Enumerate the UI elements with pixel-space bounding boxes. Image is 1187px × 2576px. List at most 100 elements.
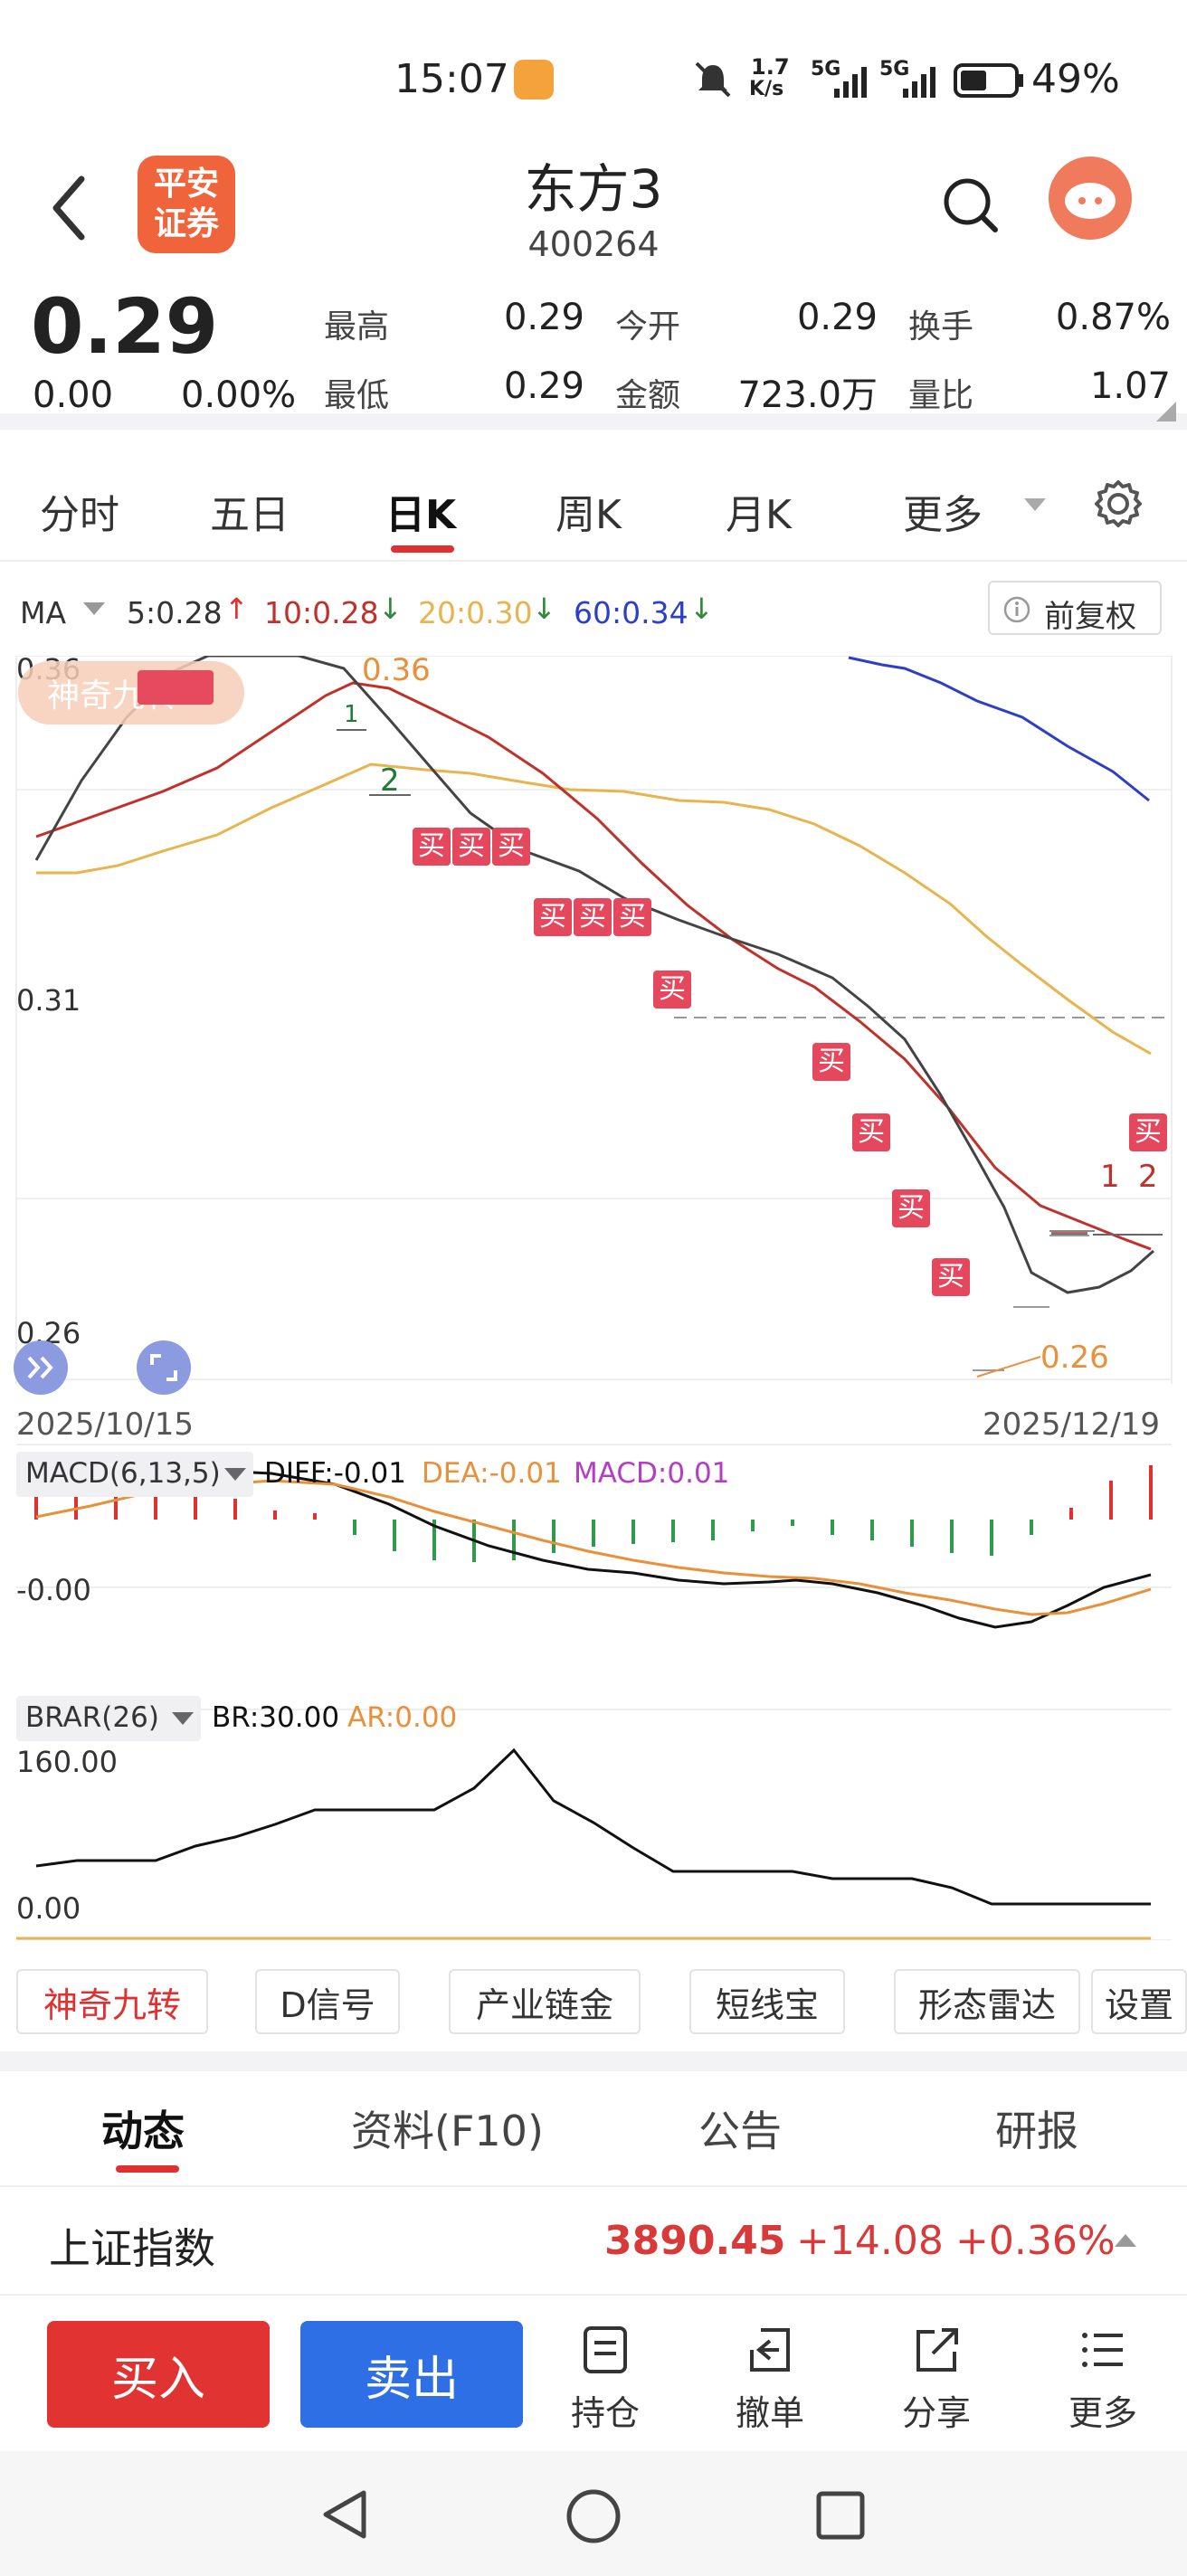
buy-signal-marker[interactable]: 买 — [932, 1258, 970, 1296]
turnover-label: 换手 — [908, 308, 974, 346]
signal-5g-label-1: 5G — [811, 58, 841, 80]
macd-diff-value: DIFF:-0.01 — [264, 1457, 406, 1490]
info-tabs: 动态 资料(F10) 公告 研报 — [0, 2071, 1187, 2187]
tab-monthly-k[interactable]: 月K — [726, 492, 792, 538]
tab-news[interactable]: 动态 — [101, 2107, 185, 2155]
brar-dropdown-icon — [172, 1712, 194, 1725]
tab-more[interactable]: 更多 — [903, 492, 983, 538]
index-value: 3890.45 — [604, 2218, 786, 2264]
buy-signal-marker[interactable]: 买 — [812, 1043, 850, 1081]
tool-pattern-radar-button[interactable]: 形态雷达 — [894, 1969, 1080, 2034]
ma20-value: 20:0.30 — [418, 595, 533, 630]
buy-signal-marker[interactable]: 买 — [413, 828, 451, 866]
open-label: 今开 — [615, 308, 681, 346]
macd-dea-value: DEA:-0.01 — [422, 1457, 562, 1490]
low-pointer-line — [976, 1356, 1041, 1378]
positions-icon — [584, 2326, 627, 2373]
ma5-value: 5:0.28 — [127, 595, 223, 630]
more-caret-icon[interactable] — [1022, 497, 1048, 515]
positions-button[interactable]: 持仓 — [556, 2323, 655, 2435]
back-arrow-icon[interactable] — [47, 172, 92, 244]
ma-legend: MA 5:0.28 ↑ 10:0.28 ↓ 20:0.30 ↓ 60:0.34 … — [0, 579, 1187, 642]
nav-recents-icon[interactable] — [814, 2489, 867, 2542]
kline-chart-area[interactable]: 0.36 0.31 0.26 0.36 0.26 神奇九转 › 1 2 1 2 … — [0, 652, 1187, 1940]
top-partial-buy-marker — [138, 670, 214, 705]
share-button[interactable]: 分享 — [887, 2323, 986, 2435]
sell-button[interactable]: 卖出 — [300, 2321, 523, 2428]
cancel-order-label: 撤单 — [735, 2393, 804, 2433]
tab-weekly-k[interactable]: 周K — [556, 492, 622, 538]
turnover-value: 0.87% — [1055, 297, 1171, 338]
open-value: 0.29 — [796, 297, 878, 338]
tool-short-term-button[interactable]: 短线宝 — [689, 1969, 845, 2034]
settings-gear-icon[interactable] — [1093, 478, 1144, 529]
signal-icon-1 — [834, 67, 867, 98]
macd-selector[interactable]: MACD(6,13,5) — [16, 1452, 253, 1497]
buy-button[interactable]: 买入 — [47, 2321, 270, 2428]
macd-diff-line — [35, 1468, 1152, 1629]
ma-dropdown-icon[interactable] — [83, 601, 105, 617]
last-price: 0.29 — [31, 282, 219, 371]
tab-announcements[interactable]: 公告 — [698, 2107, 782, 2155]
tool-settings-button[interactable]: 设置 — [1091, 1969, 1187, 2034]
tab-f10[interactable]: 资料(F10) — [351, 2107, 544, 2155]
ma60-value: 60:0.34 — [574, 595, 688, 630]
index-ticker-row[interactable]: 上证指数 3890.45 +14.08 +0.36% — [0, 2189, 1187, 2296]
high-label: 最高 — [324, 308, 390, 346]
buy-signal-marker[interactable]: 买 — [452, 828, 490, 866]
search-icon[interactable] — [941, 175, 1001, 235]
status-time: 15:07 — [394, 56, 509, 102]
nav-back-icon[interactable] — [318, 2487, 369, 2542]
stock-code: 400264 — [527, 224, 660, 264]
tab-research[interactable]: 研报 — [995, 2107, 1078, 2155]
buy-signal-marker[interactable]: 买 — [492, 828, 530, 866]
stock-name: 东方3 — [524, 158, 663, 220]
ma60-down-arrow-icon: ↓ — [689, 592, 714, 626]
buy-signal-marker[interactable]: 买 — [1129, 1113, 1167, 1151]
ma5-up-arrow-icon: ↑ — [224, 592, 249, 626]
tool-d-signal-button[interactable]: D信号 — [255, 1969, 400, 2034]
active-subtab-indicator — [116, 2165, 179, 2173]
tab-intraday[interactable]: 分时 — [40, 492, 119, 538]
share-label: 分享 — [901, 2393, 971, 2433]
high-price-annotation: 0.36 — [362, 652, 431, 688]
tab-daily-k[interactable]: 日K — [385, 492, 457, 538]
assistant-avatar-icon[interactable] — [1048, 156, 1133, 241]
net-speed-unit: K/s — [749, 78, 784, 100]
tab-five-day[interactable]: 五日 — [210, 492, 290, 538]
high-value: 0.29 — [503, 297, 584, 338]
br-value: BR:30.00 — [212, 1701, 340, 1734]
cancel-order-button[interactable]: 撤单 — [720, 2323, 820, 2435]
tail-count-1: 1 — [1100, 1159, 1120, 1195]
nine-count-1: 1 — [344, 701, 359, 728]
buy-signal-marker[interactable]: 买 — [613, 898, 651, 936]
indicator-tools: 神奇九转 D信号 产业链金 短线宝 形态雷达 设置 — [0, 1958, 1187, 2058]
fullscreen-icon[interactable] — [136, 1340, 192, 1396]
buy-signal-marker[interactable]: 买 — [653, 971, 691, 1009]
brar-top-label: 160.00 — [16, 1745, 118, 1779]
ma20-line — [36, 762, 1152, 1056]
tool-magic-nine-button[interactable]: 神奇九转 — [16, 1969, 208, 2034]
ma-label[interactable]: MA — [20, 595, 67, 630]
adjust-button[interactable]: 前复权 — [988, 581, 1162, 635]
nine-count-2: 2 — [380, 762, 400, 799]
tool-industry-chain-button[interactable]: 产业链金 — [449, 1969, 641, 2034]
more-button[interactable]: 更多 — [1053, 2323, 1153, 2435]
br-line — [35, 1747, 1151, 1906]
buy-signal-marker[interactable]: 买 — [574, 898, 612, 936]
ma10-value: 10:0.28 — [264, 595, 379, 630]
broker-logo[interactable]: 平安 证券 — [138, 156, 235, 253]
buy-signal-marker[interactable]: 买 — [892, 1189, 930, 1227]
signal-5g-label-2: 5G — [879, 58, 910, 80]
status-bar: 15:07 1.7 K/s 5G 5G 49% — [0, 0, 1187, 136]
ma20-down-arrow-icon: ↓ — [532, 592, 556, 626]
expand-panel-icon[interactable] — [13, 1340, 69, 1396]
buy-signal-marker[interactable]: 买 — [852, 1113, 890, 1151]
low-label: 最低 — [324, 377, 390, 414]
volume-ratio-value: 1.07 — [1089, 365, 1171, 407]
brar-selector[interactable]: BRAR(26) — [16, 1696, 201, 1741]
nav-home-icon[interactable] — [565, 2487, 622, 2545]
index-up-triangle-icon — [1115, 2234, 1136, 2247]
expand-corner-icon[interactable] — [1156, 402, 1176, 421]
buy-signal-marker[interactable]: 买 — [534, 898, 572, 936]
